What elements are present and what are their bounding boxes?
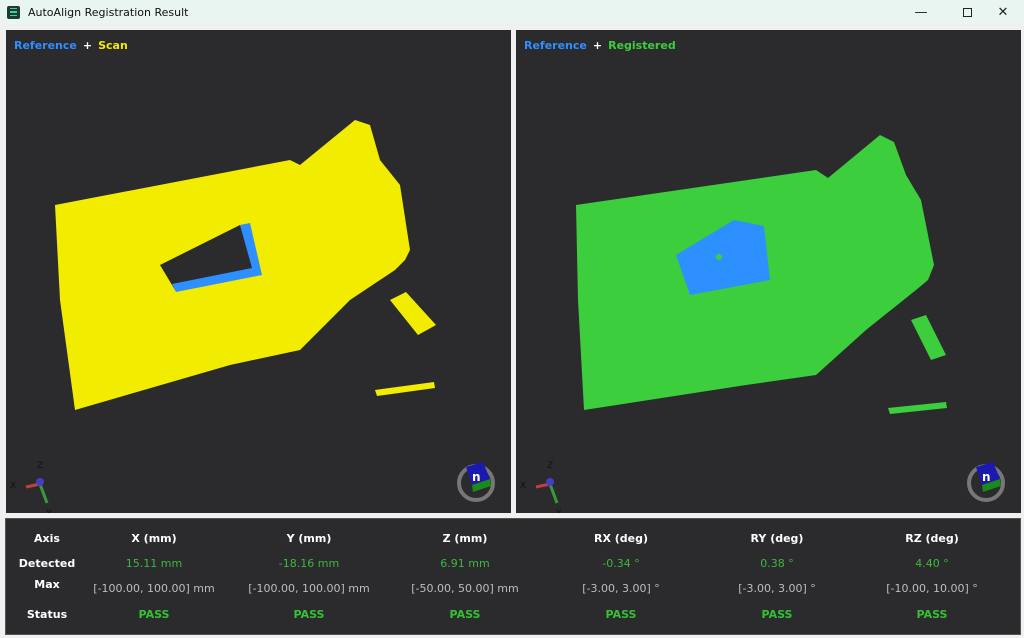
viewport-reference-scan[interactable]: Z X Y n Reference+Scan xyxy=(6,30,511,513)
cell-detected: 6.91 mm xyxy=(440,557,490,570)
axes-gizmo: Z X Y xyxy=(10,461,52,513)
cell-max: [-10.00, 10.00] ° xyxy=(886,582,978,595)
svg-text:n: n xyxy=(982,470,991,484)
svg-text:n: n xyxy=(472,470,481,484)
reference-part xyxy=(172,223,262,292)
cell-detected: 15.11 mm xyxy=(125,557,183,570)
cell-axis: RY (deg) xyxy=(750,532,804,545)
view-label: Reference + Registered xyxy=(524,39,676,52)
view-cube[interactable]: n xyxy=(967,462,1005,502)
registered-fragment xyxy=(888,402,947,414)
cell-status: PASS xyxy=(761,608,793,621)
window-title: AutoAlign Registration Result xyxy=(28,5,189,19)
view-label: Reference + Scan xyxy=(14,39,128,52)
cell-axis: Z (mm) xyxy=(442,532,488,545)
cell-status: PASS xyxy=(138,608,170,621)
cell-axis: RZ (deg) xyxy=(905,532,959,545)
cell-status: PASS xyxy=(916,608,948,621)
cell-max: [-3.00, 3.00] ° xyxy=(738,582,816,595)
app-menu-icon[interactable] xyxy=(7,5,20,19)
svg-text:Z: Z xyxy=(37,461,43,471)
svg-text:Z: Z xyxy=(547,461,553,471)
view-cube[interactable]: n xyxy=(457,462,495,502)
row-label-detected: Detected xyxy=(18,557,76,570)
scan-fragment xyxy=(375,382,435,396)
cell-axis: RX (deg) xyxy=(593,532,649,545)
maximize-icon xyxy=(962,7,972,17)
cell-max: [-3.00, 3.00] ° xyxy=(582,582,660,595)
viewport-reference-registered[interactable]: Z X Y n Reference+Registered xyxy=(516,30,1021,513)
minimize-icon: — xyxy=(914,4,928,20)
cell-status: PASS xyxy=(293,608,325,621)
cell-detected: -0.34 ° xyxy=(602,557,640,570)
close-icon: ✕ xyxy=(997,4,1009,20)
row-label-status: Status xyxy=(26,608,68,621)
cell-detected: 0.38 ° xyxy=(760,557,794,570)
cell-max: [-50.00, 50.00] mm xyxy=(411,582,519,595)
registered-fragment xyxy=(911,315,946,360)
cell-max: [-100.00, 100.00] mm xyxy=(93,582,215,595)
minimize-button[interactable]: — xyxy=(898,0,944,24)
row-label-max: Max xyxy=(34,578,60,591)
cell-max: [-100.00, 100.00] mm xyxy=(248,582,370,595)
cell-detected: 4.40 ° xyxy=(915,557,949,570)
row-label-axis: Axis xyxy=(34,532,60,545)
title-bar: AutoAlign Registration Result — ✕ xyxy=(0,0,1024,24)
results-table: Axis Detected Max Status X (mm) 15.11 mm [… xyxy=(5,518,1021,635)
scan-fragment xyxy=(390,292,436,335)
maximize-button[interactable] xyxy=(944,0,990,24)
cell-status: PASS xyxy=(449,608,481,621)
close-button[interactable]: ✕ xyxy=(980,0,1024,24)
cell-axis: Y (mm) xyxy=(286,532,332,545)
point-cloud-registered: Z X Y n xyxy=(520,135,1005,513)
cell-detected: -18.16 mm xyxy=(278,557,340,570)
svg-text:Y: Y xyxy=(555,509,562,513)
svg-text:Y: Y xyxy=(45,509,52,513)
cell-axis: X (mm) xyxy=(131,532,177,545)
reference-part xyxy=(676,220,770,295)
axes-gizmo: Z X Y xyxy=(520,461,562,513)
cell-status: PASS xyxy=(605,608,637,621)
svg-text:X: X xyxy=(10,481,16,491)
svg-text:X: X xyxy=(520,481,526,491)
point-cloud-scan: Z X Y n xyxy=(10,120,495,513)
